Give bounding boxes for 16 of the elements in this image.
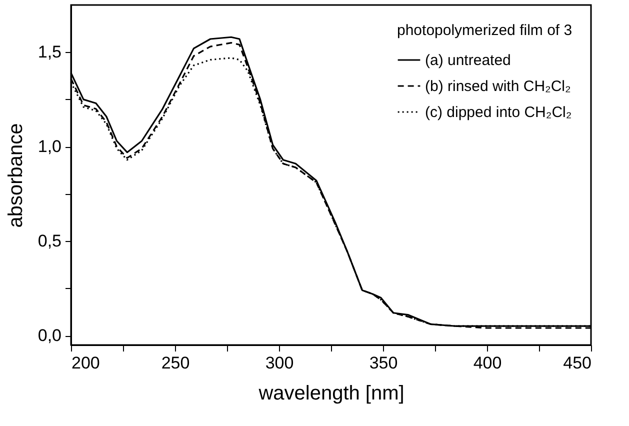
- legend-label: (b) rinsed with CH₂Cl₂: [425, 78, 572, 95]
- x-tick-label: 450: [563, 354, 592, 372]
- x-tick-label: 250: [161, 354, 190, 372]
- y-tick-label: 1,0: [38, 137, 62, 156]
- legend-label: (c) dipped into CH₂Cl₂: [425, 104, 572, 121]
- legend-title: photopolymerized film of 3: [397, 22, 572, 39]
- y-tick-label: 1,5: [38, 42, 62, 62]
- x-tick-label: 350: [369, 354, 398, 372]
- y-tick-label: 0,0: [38, 326, 62, 346]
- x-axis-title: wavelength [nm]: [258, 382, 404, 404]
- x-tick-label: 300: [265, 354, 294, 372]
- legend-label: (a) untreated: [425, 52, 511, 69]
- x-tick-label: 400: [473, 354, 502, 372]
- y-tick-label: 0,5: [38, 232, 62, 251]
- x-tick-label: 200: [72, 354, 100, 372]
- y-axis-title: absorbance: [4, 123, 27, 228]
